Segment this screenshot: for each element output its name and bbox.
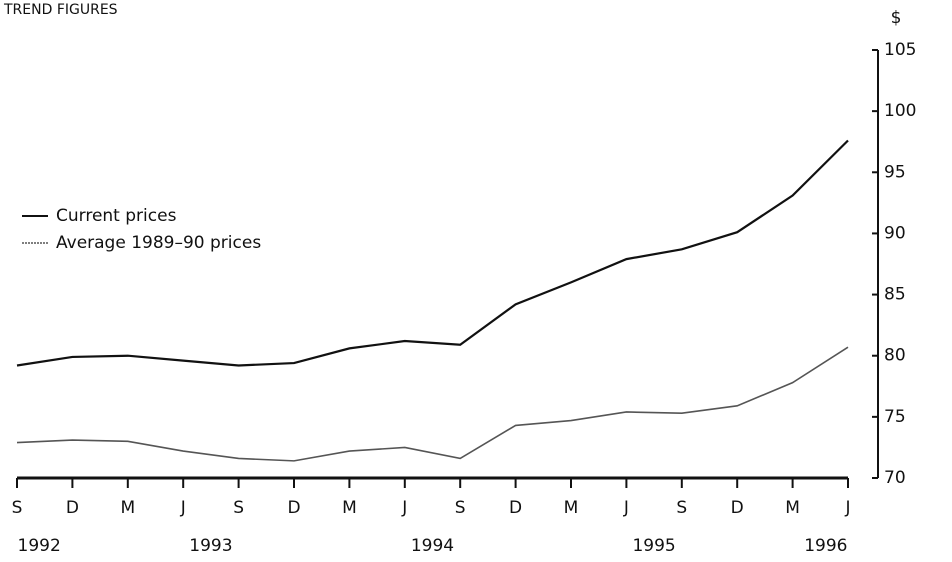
year-label: 1993 <box>189 536 232 556</box>
x-tick-label: S <box>12 498 23 518</box>
y-tick-label: 70 <box>884 468 906 488</box>
x-tick-label: M <box>564 498 579 518</box>
year-label: 1996 <box>804 536 847 556</box>
year-label: 1994 <box>411 536 454 556</box>
y-tick-label: 95 <box>884 162 906 182</box>
x-tick-label: S <box>233 498 244 518</box>
y-tick-label: 75 <box>884 407 906 427</box>
x-tick-label: J <box>180 498 186 518</box>
y-tick-label: 80 <box>884 346 906 366</box>
x-tick-label: J <box>401 498 407 518</box>
x-tick-label: M <box>120 498 135 518</box>
y-tick-label: 90 <box>884 223 906 243</box>
chart-title: TREND FIGURES <box>3 2 118 18</box>
x-tick-label: M <box>342 498 357 518</box>
y-tick-label: 85 <box>884 285 906 305</box>
x-tick-label: D <box>287 498 300 518</box>
x-tick-label: D <box>509 498 522 518</box>
series-line <box>16 346 849 462</box>
y-unit: $ <box>891 8 902 28</box>
y-tick-label: 105 <box>884 40 916 60</box>
x-tick-label: S <box>676 498 687 518</box>
x-tick-label: S <box>455 498 466 518</box>
legend-label: Average 1989–90 prices <box>56 233 261 253</box>
year-label: 1992 <box>18 536 61 556</box>
x-tick-label: D <box>66 498 79 518</box>
year-label: 1995 <box>632 536 675 556</box>
y-tick-label: 100 <box>884 101 916 121</box>
x-tick-label: J <box>844 498 850 518</box>
legend-label: Current prices <box>56 206 177 226</box>
x-tick-label: D <box>731 498 744 518</box>
series-line <box>16 139 849 367</box>
x-tick-label: M <box>785 498 800 518</box>
x-tick-label: J <box>623 498 629 518</box>
